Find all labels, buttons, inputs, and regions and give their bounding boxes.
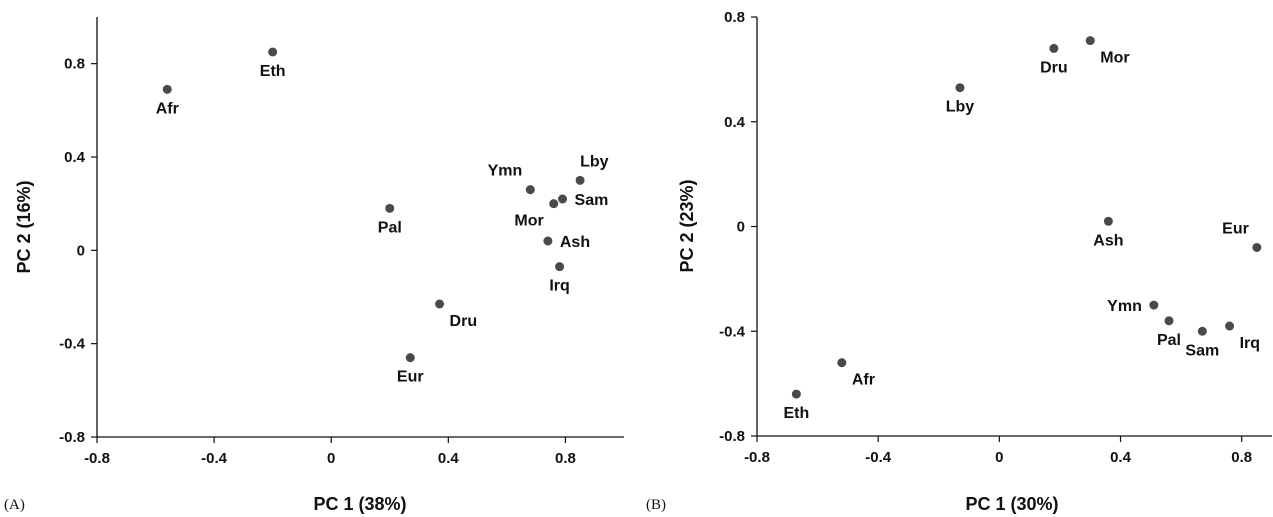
x-tick-label: -0.8 [84, 450, 110, 467]
data-point-eth [791, 389, 801, 399]
y-tick-label: -0.8 [59, 429, 85, 446]
y-tick-label: -0.4 [719, 323, 746, 340]
data-label-irq: Irq [549, 278, 569, 295]
x-tick-label: 0.4 [438, 450, 460, 467]
y-tick-label: 0.8 [64, 56, 85, 73]
y-tick-label: 0.4 [64, 149, 86, 166]
data-point-dru [435, 299, 445, 309]
data-label-dru: Dru [1040, 59, 1068, 76]
data-point-pal [1164, 316, 1174, 326]
y-tick-label: 0.8 [724, 9, 745, 26]
data-label-eth: Eth [783, 405, 809, 422]
data-point-eur [1252, 242, 1262, 252]
data-label-sam: Sam [575, 192, 609, 209]
x-tick-label: -0.8 [744, 449, 770, 466]
panel-b-ticks: -0.8 -0.4 0 0.4 0.8 -0.8 -0.4 0 0.4 0.8 [719, 9, 1252, 466]
data-point-pal [385, 203, 395, 213]
data-point-mor [1085, 36, 1095, 46]
data-point-sam [1197, 326, 1207, 336]
x-tick-label: 0.8 [555, 450, 576, 467]
data-label-sam: Sam [1185, 342, 1219, 359]
panel-b-y-axis-title: PC 2 (23%) [677, 179, 697, 272]
data-point-ash [543, 236, 553, 246]
data-point-dru [1049, 43, 1059, 53]
panel-b: -0.8 -0.4 0 0.4 0.8 -0.8 -0.4 0 0.4 0.8 Dru Mor Lby… [646, 9, 1272, 514]
data-label-irq: Irq [1240, 335, 1260, 352]
data-point-ymn [525, 185, 535, 195]
panel-a-points: Afr Eth Pal Dru Eur Ymn Lby Mor Sam Ash Irq [156, 47, 609, 386]
panel-a-x-axis-title: PC 1 (38%) [313, 494, 406, 514]
data-point-lby [955, 83, 965, 93]
x-tick-label: 0 [327, 450, 335, 467]
x-tick-label: 0 [995, 449, 1003, 466]
x-tick-label: -0.4 [865, 449, 892, 466]
y-tick-label: 0.4 [724, 114, 746, 131]
x-tick-label: 0.8 [1231, 449, 1252, 466]
data-label-eur: Eur [1222, 220, 1249, 237]
data-label-lby: Lby [580, 153, 609, 170]
y-tick-label: -0.8 [719, 428, 745, 445]
data-point-ash [1103, 216, 1113, 226]
data-point-irq [1225, 321, 1235, 331]
data-point-eur [405, 353, 415, 363]
data-label-afr: Afr [852, 372, 875, 389]
panel-b-x-axis-title: PC 1 (30%) [965, 494, 1058, 514]
data-label-ymn: Ymn [488, 163, 523, 180]
data-label-pal: Pal [1157, 332, 1181, 349]
x-tick-label: 0.4 [1110, 449, 1132, 466]
y-tick-label: 0 [737, 219, 745, 236]
x-tick-label: -0.4 [201, 450, 228, 467]
data-label-pal: Pal [378, 219, 402, 236]
panel-a: -0.8 -0.4 0 0.4 0.8 -0.8 -0.4 0 0.4 0.8 Afr Eth Pal… [4, 17, 624, 514]
panel-b-label: (B) [646, 497, 666, 513]
data-label-dru: Dru [450, 313, 478, 330]
data-point-eth [268, 47, 278, 57]
data-point-ymn [1149, 300, 1159, 310]
data-label-ash: Ash [560, 234, 590, 251]
y-tick-label: 0 [77, 242, 85, 259]
data-label-ymn: Ymn [1107, 298, 1142, 315]
panel-a-y-axis-title: PC 2 (16%) [14, 180, 34, 273]
data-point-sam [558, 194, 568, 204]
panel-a-ticks: -0.8 -0.4 0 0.4 0.8 -0.8 -0.4 0 0.4 0.8 [59, 56, 576, 467]
data-point-mor [549, 199, 559, 209]
panel-a-label: (A) [4, 497, 25, 513]
data-point-afr [837, 358, 847, 368]
data-label-ash: Ash [1093, 232, 1123, 249]
data-label-mor: Mor [514, 213, 543, 230]
data-point-afr [162, 84, 172, 94]
data-point-lby [575, 175, 585, 185]
data-label-mor: Mor [1100, 50, 1129, 67]
data-point-irq [555, 262, 565, 272]
y-tick-label: -0.4 [59, 336, 86, 353]
data-label-lby: Lby [946, 99, 975, 116]
data-label-eth: Eth [260, 63, 286, 80]
data-label-afr: Afr [156, 100, 179, 117]
data-label-eur: Eur [397, 369, 424, 386]
